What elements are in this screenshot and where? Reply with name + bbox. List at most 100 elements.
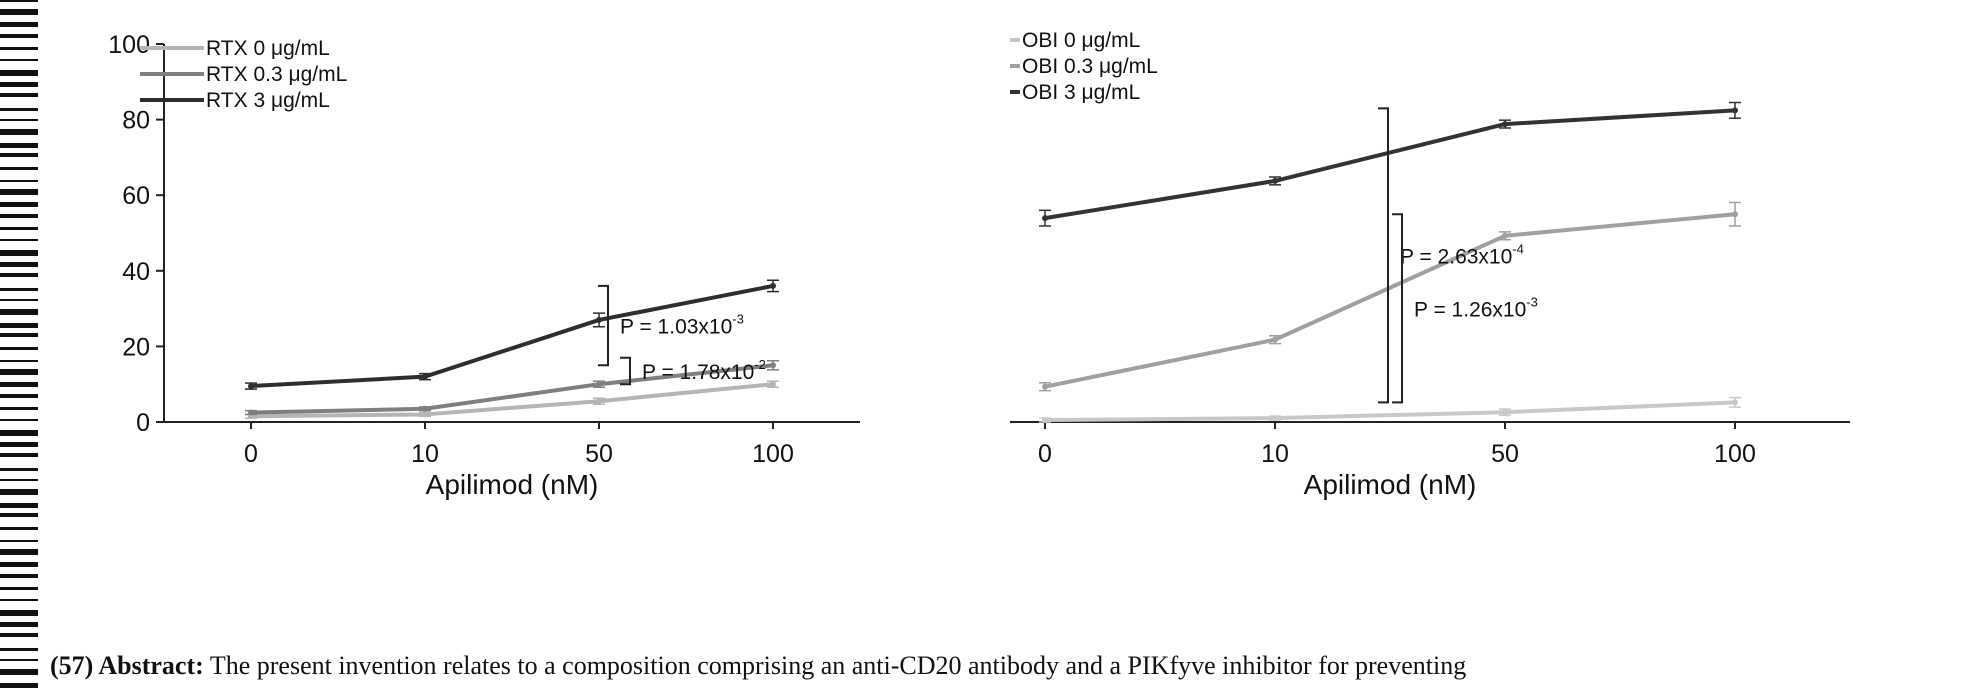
series-line xyxy=(1045,110,1735,218)
data-point xyxy=(248,383,254,389)
x-axis-title: Apilimod (nM) xyxy=(426,469,599,500)
p-value-label: P = 2.63x10-4 xyxy=(1400,241,1524,268)
data-point xyxy=(1732,399,1738,405)
barcode-bar xyxy=(0,527,38,530)
barcode-bar xyxy=(0,369,38,375)
legend-entry: OBI 0.3 μg/mL xyxy=(1022,55,1158,78)
barcode-bar xyxy=(0,574,38,578)
chart-obi: 02040608010001050100Apilimod (nM)% DCD (… xyxy=(1010,0,1978,640)
x-tick-label: 50 xyxy=(585,440,613,468)
legend-entry: RTX 0 μg/mL xyxy=(206,37,330,60)
legend-entry: RTX 3 μg/mL xyxy=(206,89,330,112)
barcode-bar xyxy=(0,59,38,61)
barcode-bar xyxy=(0,9,38,15)
barcode-bar xyxy=(0,347,38,350)
data-point xyxy=(596,317,602,323)
data-point xyxy=(1042,384,1048,390)
barcode-bar xyxy=(0,214,38,218)
barcode-bar xyxy=(0,382,38,387)
x-tick-label: 10 xyxy=(411,440,439,468)
barcode-bar xyxy=(0,129,38,135)
barcode-bar xyxy=(0,227,38,230)
barcode-bar xyxy=(0,430,38,436)
barcode-bar xyxy=(0,648,38,651)
barcode-bar xyxy=(0,273,38,277)
p-value-label: P = 1.26x10-3 xyxy=(1414,294,1538,321)
barcode-bar xyxy=(0,610,38,616)
barcode-bar xyxy=(0,669,38,675)
barcode-bar xyxy=(0,82,38,87)
data-point xyxy=(422,406,428,412)
barcode-bar xyxy=(0,262,38,267)
barcode-bar xyxy=(0,659,38,661)
data-point xyxy=(1272,337,1278,343)
data-point xyxy=(1732,211,1738,217)
barcode-bar xyxy=(0,622,38,627)
x-tick-label: 50 xyxy=(1491,440,1519,468)
y-tick-label: 60 xyxy=(122,182,150,210)
barcode-bar xyxy=(0,633,38,637)
data-point xyxy=(1732,107,1738,113)
data-point xyxy=(596,398,602,404)
barcode-bar xyxy=(0,309,38,315)
x-tick-label: 100 xyxy=(752,440,794,468)
p-value-label: P = 1.03x10-3 xyxy=(620,312,744,339)
legend-entry: OBI 0 μg/mL xyxy=(1022,29,1140,52)
barcode-bar xyxy=(0,0,38,2)
abstract-text: (57) Abstract: The present invention rel… xyxy=(50,651,1970,681)
barcode-graphic xyxy=(0,0,38,691)
x-tick-label: 0 xyxy=(244,440,258,468)
barcode-bar xyxy=(0,70,38,76)
abstract-body: The present invention relates to a compo… xyxy=(204,651,1466,680)
chart-rtx: 02040608010001050100Apilimod (nM)% DCD (… xyxy=(70,0,1020,640)
p-value-label: P = 1.78x10-2 xyxy=(642,357,766,384)
barcode-bar xyxy=(0,239,38,241)
y-tick-label: 20 xyxy=(122,333,150,361)
data-point xyxy=(770,283,776,289)
data-point xyxy=(770,362,776,368)
barcode-bar xyxy=(0,442,38,447)
barcode-bar xyxy=(0,540,38,542)
barcode-bar xyxy=(0,360,38,362)
y-tick-label: 100 xyxy=(108,31,150,59)
series-line xyxy=(1045,214,1735,386)
barcode-bar xyxy=(0,479,38,481)
barcode-bar xyxy=(0,22,38,27)
data-point xyxy=(1502,233,1508,239)
barcode-bar xyxy=(0,394,38,398)
data-point xyxy=(1272,178,1278,184)
barcode-bar xyxy=(0,323,38,328)
abstract-label: (57) Abstract: xyxy=(50,651,204,680)
legend-entry: RTX 0.3 μg/mL xyxy=(206,63,347,86)
barcode-bar xyxy=(0,93,38,97)
significance-bracket xyxy=(1392,214,1402,402)
barcode-bar xyxy=(0,407,38,410)
data-point xyxy=(770,381,776,387)
barcode-bar xyxy=(0,189,38,195)
barcode-bar xyxy=(0,288,38,291)
barcode-bar xyxy=(0,153,38,157)
y-tick-label: 0 xyxy=(136,409,150,437)
barcode-bar xyxy=(0,419,38,421)
barcode-bar xyxy=(0,683,38,688)
data-point xyxy=(1042,215,1048,221)
barcode-bar xyxy=(0,503,38,508)
barcode-bar xyxy=(0,453,38,457)
data-point xyxy=(422,411,428,417)
barcode-bar xyxy=(0,562,38,567)
barcode-bar xyxy=(0,468,38,471)
barcode-bar xyxy=(0,143,38,148)
data-point xyxy=(1502,121,1508,127)
barcode-bar xyxy=(0,587,38,590)
x-tick-label: 0 xyxy=(1038,440,1052,468)
barcode-bar xyxy=(0,333,38,337)
x-tick-label: 10 xyxy=(1261,440,1289,468)
barcode-bar xyxy=(0,47,38,50)
barcode-bar xyxy=(0,34,38,38)
barcode-bar xyxy=(0,513,38,517)
data-point xyxy=(422,374,428,380)
data-point xyxy=(1042,417,1048,423)
barcode-bar xyxy=(0,180,38,182)
barcode-bar xyxy=(0,250,38,256)
y-tick-label: 80 xyxy=(122,107,150,135)
